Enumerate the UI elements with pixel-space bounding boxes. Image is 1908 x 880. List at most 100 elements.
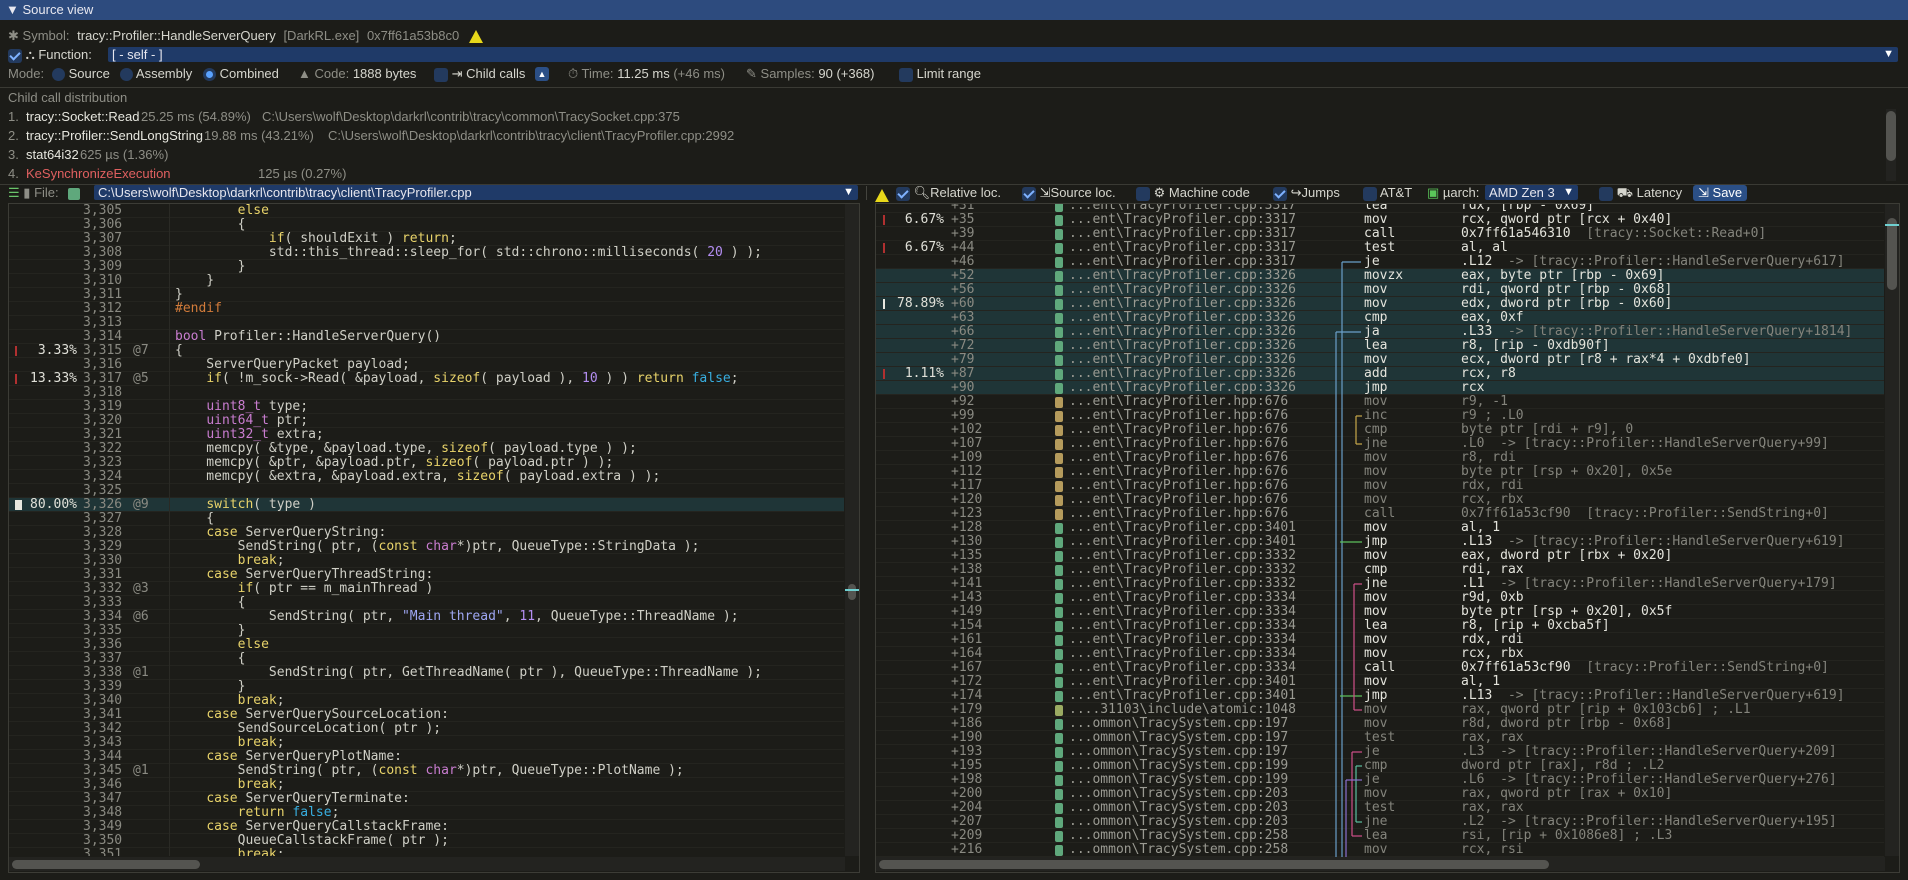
operands[interactable]: r9d, 0xb (1461, 591, 1524, 605)
source-location[interactable]: ...ent\TracyProfiler.hpp:676 (1069, 492, 1289, 507)
operands[interactable]: rcx (1461, 381, 1484, 395)
source-location[interactable]: ...ommon\TracySystem.cpp:197 (1069, 744, 1289, 759)
source-location[interactable]: ...ent\TracyProfiler.cpp:3401 (1069, 520, 1296, 535)
source-location[interactable]: ...ommon\TracySystem.cpp:197 (1069, 716, 1289, 731)
asm-line[interactable]: 1.11% +87 ...ent\TracyProfiler.cpp:3326 add… (876, 367, 1884, 381)
child-call-path[interactable]: C:\Users\wolf\Desktop\darkrl\contrib\tra… (262, 109, 680, 124)
warning-icon[interactable] (875, 189, 889, 203)
source-line[interactable]: 3,340 break; (9, 694, 844, 708)
asm-line[interactable]: +39 ...ent\TracyProfiler.cpp:3317 call 0x7f… (876, 227, 1884, 241)
asm-line[interactable]: +209 ...ommon\TracySystem.cpp:258 lea rsi, … (876, 829, 1884, 843)
source-location[interactable]: ...ent\TracyProfiler.hpp:676 (1069, 436, 1289, 451)
source-location[interactable]: ...ent\TracyProfiler.cpp:3326 (1069, 268, 1296, 283)
child-call-name[interactable]: tracy::Socket::Read (26, 109, 140, 124)
child-calls-toggle[interactable]: ⇥ Child calls (434, 66, 525, 82)
operands[interactable]: ecx, dword ptr [r8 + rax*4 + 0xdbfe0] (1461, 353, 1751, 367)
asm-line[interactable]: 78.89% +60 ...ent\TracyProfiler.cpp:3326 mo… (876, 297, 1884, 311)
source-line[interactable]: 3,327 { (9, 512, 844, 526)
operands[interactable]: rax, rax (1461, 731, 1524, 745)
asm-line[interactable]: +90 ...ent\TracyProfiler.cpp:3326 jmp rcx (876, 381, 1884, 395)
source-line[interactable]: 3,346 break; (9, 778, 844, 792)
source-location[interactable]: ...ent\TracyProfiler.cpp:3326 (1069, 338, 1296, 353)
operands[interactable]: r9 ; .L0 (1461, 409, 1524, 423)
operands[interactable]: rdx, rdi (1461, 633, 1524, 647)
source-line[interactable]: 3,313 (9, 316, 844, 330)
source-location[interactable]: ...ent\TracyProfiler.cpp:3332 (1069, 548, 1296, 563)
function-select[interactable]: [ - self - ] ▼ (108, 47, 1898, 62)
source-line[interactable]: 3,321 uint32_t extra; (9, 428, 844, 442)
asm-line[interactable]: +216 ...ommon\TracySystem.cpp:258 mov rcx, … (876, 843, 1884, 857)
source-location[interactable]: ...ent\TracyProfiler.cpp:3326 (1069, 296, 1296, 311)
asm-line[interactable]: +63 ...ent\TracyProfiler.cpp:3326 cmp eax, … (876, 311, 1884, 325)
asm-line[interactable]: +128 ...ent\TracyProfiler.cpp:3401 mov al, … (876, 521, 1884, 535)
operands[interactable]: rax, qword ptr [rax + 0x10] (1461, 787, 1672, 801)
operands[interactable]: rax, rax (1461, 801, 1524, 815)
asm-line[interactable]: +117 ...ent\TracyProfiler.hpp:676 mov rdx, … (876, 479, 1884, 493)
source-line[interactable]: 3,305 else (9, 204, 844, 218)
checkbox[interactable] (896, 186, 910, 201)
asm-line[interactable]: +198 ...ommon\TracySystem.cpp:199 je .L6 ->… (876, 773, 1884, 787)
file-select[interactable]: C:\Users\wolf\Desktop\darkrl\contrib\tra… (94, 185, 858, 200)
source-line[interactable]: 3,328 case ServerQueryString: (9, 526, 844, 540)
jump-target-comment[interactable]: [tracy::Profiler::SendString+0] (1586, 506, 1829, 521)
source-location[interactable]: ...ent\TracyProfiler.cpp:3326 (1069, 352, 1296, 367)
source-code-pane[interactable]: 3,305 else 3,306 {3,307 if( shouldExit ) … (8, 203, 860, 873)
source-line[interactable]: 3,337 { (9, 652, 844, 666)
save-button[interactable]: ⇲ Save (1693, 185, 1748, 201)
jump-target-comment[interactable]: [tracy::Socket::Read+0] (1586, 226, 1767, 241)
source-location[interactable]: ...ent\TracyProfiler.cpp:3401 (1069, 688, 1296, 703)
operands[interactable]: .L33 -> [tracy::Profiler::HandleServerQu… (1461, 325, 1852, 339)
child-call-name[interactable]: tracy::Profiler::SendLongString (26, 128, 204, 143)
operands[interactable]: .L3 -> [tracy::Profiler::HandleServerQue… (1461, 745, 1837, 759)
source-location[interactable]: ...ent\TracyProfiler.cpp:3317 (1069, 212, 1296, 227)
source-location[interactable]: ...ent\TracyProfiler.cpp:3334 (1069, 618, 1296, 633)
operands[interactable]: rsi, [rip + 0x1086e8] ; .L3 (1461, 829, 1672, 843)
source-location[interactable]: ...ent\TracyProfiler.cpp:3334 (1069, 632, 1296, 647)
operands[interactable]: r8d, dword ptr [rbp - 0x68] (1461, 717, 1672, 731)
source-line[interactable]: 3,333 { (9, 596, 844, 610)
source-line[interactable]: 3,341 case ServerQuerySourceLocation: (9, 708, 844, 722)
source-line[interactable]: 3,314 bool Profiler::HandleServerQuery() (9, 330, 844, 344)
operands[interactable]: .L0 -> [tracy::Profiler::HandleServerQue… (1461, 437, 1829, 451)
operands[interactable]: r8, [rip - 0xdb90f] (1461, 339, 1610, 353)
jump-target-comment[interactable]: -> [tracy::Profiler::HandleServerQuery+1… (1500, 576, 1837, 591)
source-line[interactable]: 3,316 ServerQueryPacket payload; (9, 358, 844, 372)
source-line[interactable]: 3,335 } (9, 624, 844, 638)
asm-line[interactable]: +46 ...ent\TracyProfiler.cpp:3317 je .L12 -… (876, 255, 1884, 269)
asm-line[interactable]: +172 ...ent\TracyProfiler.cpp:3401 mov al, … (876, 675, 1884, 689)
operands[interactable]: dword ptr [rax], r8d ; .L2 (1461, 759, 1665, 773)
source-line[interactable]: 3,311} (9, 288, 844, 302)
jump-target-comment[interactable]: -> [tracy::Profiler::HandleServerQuery+6… (1507, 534, 1845, 549)
source-line[interactable]: 3,336 else (9, 638, 844, 652)
operands[interactable]: rcx, qword ptr [rcx + 0x40] (1461, 213, 1672, 227)
window-title-bar[interactable]: ▼ Source view (0, 0, 1908, 20)
source-location[interactable]: ...ommon\TracySystem.cpp:203 (1069, 814, 1289, 829)
source-line[interactable]: 3,322 memcpy( &type, &payload.type, size… (9, 442, 844, 456)
asm-line[interactable]: +31 ...ent\TracyProfiler.cpp:3317 lea rdx, … (876, 204, 1884, 213)
source-line[interactable]: 3,350 QueueCallstackFrame( ptr ); (9, 834, 844, 848)
scroll-thumb[interactable] (1887, 218, 1897, 290)
operands[interactable]: al, 1 (1461, 675, 1500, 689)
collapse-arrow-icon[interactable]: ▼ (6, 2, 19, 17)
asm-line[interactable]: +120 ...ent\TracyProfiler.hpp:676 mov rcx, … (876, 493, 1884, 507)
source-line[interactable]: 3,343 break; (9, 736, 844, 750)
source-line[interactable]: 3,325 (9, 484, 844, 498)
operands[interactable]: eax, byte ptr [rbp - 0x69] (1461, 269, 1665, 283)
source-line[interactable]: 3,338 @1 SendString( ptr, GetThreadName( … (9, 666, 844, 680)
asm-line[interactable]: +193 ...ommon\TracySystem.cpp:197 je .L3 ->… (876, 745, 1884, 759)
function-checkbox[interactable] (8, 48, 22, 63)
source-location[interactable]: ...ommon\TracySystem.cpp:197 (1069, 730, 1289, 745)
asm-line[interactable]: +72 ...ent\TracyProfiler.cpp:3326 lea r8, [… (876, 339, 1884, 353)
source-location[interactable]: ...ent\TracyProfiler.cpp:3334 (1069, 660, 1296, 675)
asm-line[interactable]: +167 ...ent\TracyProfiler.cpp:3334 call 0x7… (876, 661, 1884, 675)
operands[interactable]: edx, dword ptr [rbp - 0x60] (1461, 297, 1672, 311)
source-location[interactable]: ...ent\TracyProfiler.cpp:3326 (1069, 310, 1296, 325)
asm-line[interactable]: +52 ...ent\TracyProfiler.cpp:3326 movzx eax… (876, 269, 1884, 283)
asm-line[interactable]: +102 ...ent\TracyProfiler.hpp:676 cmp byte … (876, 423, 1884, 437)
operands[interactable]: rcx, rbx (1461, 493, 1524, 507)
source-location[interactable]: ...ent\TracyProfiler.cpp:3334 (1069, 590, 1296, 605)
operands[interactable]: r8, rdi (1461, 451, 1516, 465)
operands[interactable]: rcx, rbx (1461, 647, 1524, 661)
source-line[interactable]: 3,332 @3 if( ptr == m_mainThread ) (9, 582, 844, 596)
source-line[interactable]: 3,319 uint8_t type; (9, 400, 844, 414)
